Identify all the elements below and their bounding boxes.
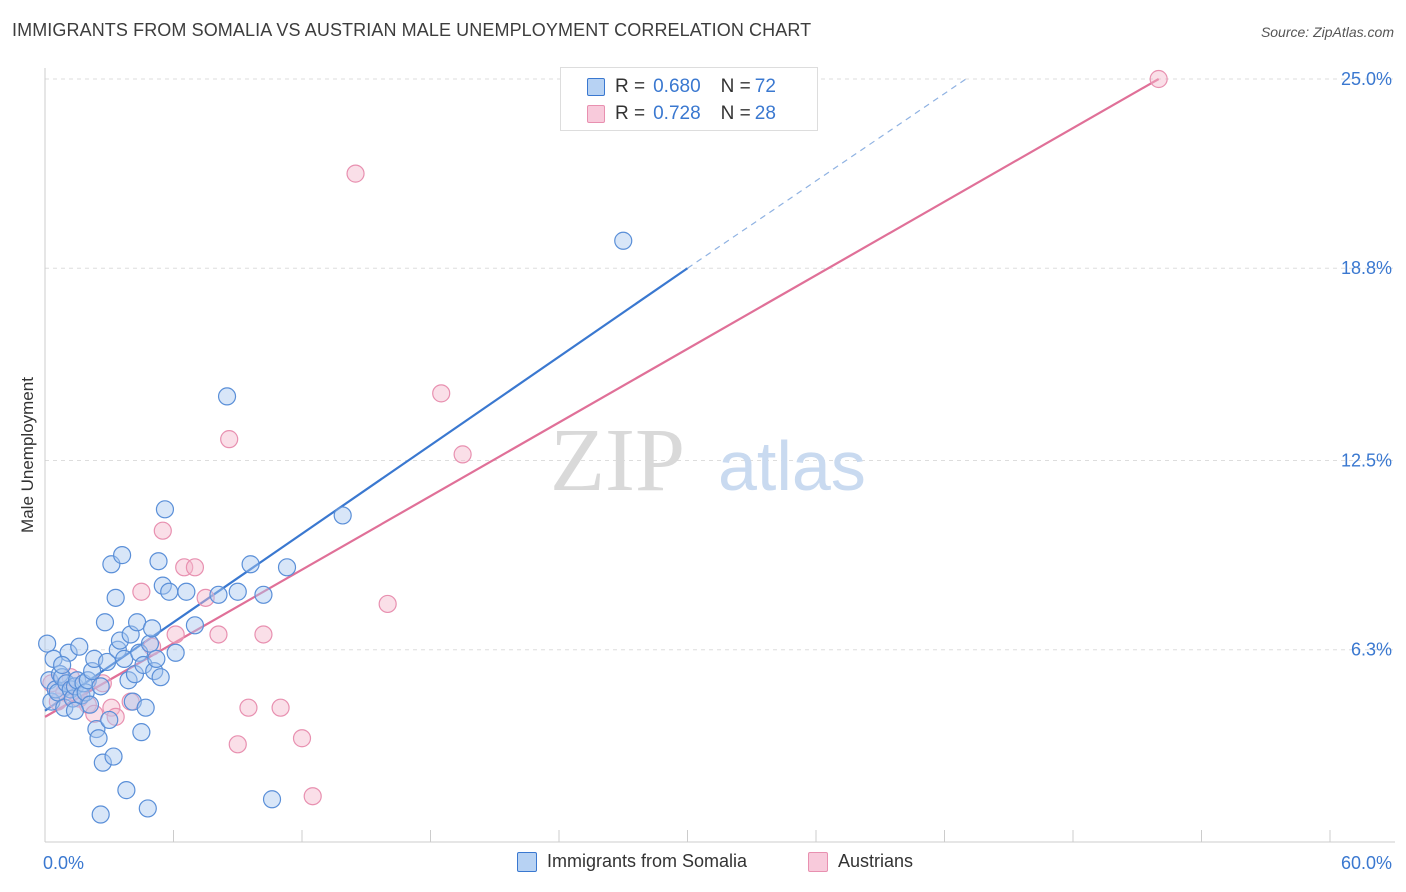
legend-label-austrians: Austrians	[838, 851, 914, 871]
y-tick-label: 6.3%	[1351, 640, 1392, 660]
point-somalia	[142, 619, 162, 638]
x-tick-min: 0.0%	[43, 853, 85, 873]
stats-legend: R = 0.680 N = 72 R = 0.728 N = 28	[560, 67, 818, 131]
point-somalia	[241, 555, 260, 574]
point-austrians	[166, 625, 185, 644]
trend-lines	[44, 78, 1160, 718]
trend-line-somalia-extension	[687, 78, 967, 269]
y-tick-label: 12.5%	[1341, 451, 1392, 471]
watermark-atlas: atlas	[718, 427, 866, 505]
point-somalia	[185, 616, 205, 635]
point-somalia	[91, 677, 110, 696]
point-austrians	[239, 698, 258, 717]
r-label: R =	[615, 103, 646, 124]
point-austrians	[432, 384, 451, 403]
point-austrians	[185, 558, 205, 577]
point-somalia	[117, 781, 136, 800]
point-somalia	[100, 710, 119, 730]
x-tick-max: 60.0%	[1340, 853, 1392, 873]
stats-row-somalia: R = 0.680 N = 72	[587, 74, 776, 100]
tick-labels: 6.3% 12.5% 18.8% 25.0%	[1341, 69, 1392, 660]
point-somalia	[53, 655, 72, 675]
point-austrians	[271, 698, 290, 717]
n-value: 28	[754, 103, 776, 124]
legend-item-austrians[interactable]: Austrians	[808, 851, 913, 872]
point-somalia	[138, 799, 157, 818]
point-austrians	[1149, 69, 1168, 89]
point-somalia	[89, 729, 108, 748]
trend-line-austrians	[44, 78, 1160, 718]
point-somalia	[110, 631, 130, 650]
point-somalia	[155, 500, 175, 519]
point-somalia	[333, 506, 352, 525]
point-somalia	[151, 668, 170, 687]
point-austrians	[228, 735, 247, 754]
point-somalia	[147, 649, 166, 668]
point-somalia	[38, 634, 57, 653]
y-tick-label: 18.8%	[1341, 258, 1392, 278]
point-somalia	[65, 701, 85, 720]
point-somalia	[98, 652, 117, 672]
r-label: R =	[615, 76, 646, 97]
point-austrians	[303, 787, 322, 806]
axes	[44, 68, 1395, 843]
y-tick-label: 25.0%	[1341, 69, 1392, 89]
legend-swatch-somalia	[517, 851, 537, 872]
point-austrians	[209, 625, 228, 644]
point-somalia	[228, 582, 247, 601]
point-somalia	[112, 546, 132, 565]
point-austrians	[378, 594, 397, 614]
point-austrians	[153, 521, 172, 540]
point-somalia	[614, 231, 633, 250]
point-somalia	[136, 698, 155, 717]
point-somalia	[262, 790, 282, 809]
point-somalia	[217, 387, 237, 406]
r-value: 0.728	[653, 103, 701, 124]
point-somalia	[277, 558, 297, 577]
point-somalia	[254, 585, 273, 604]
point-austrians	[93, 674, 112, 693]
legend-label-somalia: Immigrants from Somalia	[547, 851, 748, 871]
chart-title: IMMIGRANTS FROM SOMALIA VS AUSTRIAN MALE…	[12, 20, 812, 40]
somalia-swatch	[587, 78, 605, 96]
point-austrians	[346, 164, 365, 183]
point-somalia	[106, 588, 125, 607]
watermark-zip: ZIP	[550, 411, 685, 510]
data-points	[38, 69, 1168, 824]
point-somalia	[91, 805, 110, 824]
point-somalia	[93, 753, 112, 772]
point-somalia	[70, 637, 89, 656]
point-somalia	[209, 585, 228, 604]
watermark: ZIP atlas	[550, 411, 866, 510]
point-somalia	[160, 582, 179, 601]
legend-swatch-austrians	[808, 851, 828, 872]
point-somalia	[95, 613, 115, 632]
austrians-swatch	[587, 105, 605, 123]
point-austrians	[254, 625, 273, 644]
n-label: N =	[720, 103, 751, 124]
point-somalia	[149, 552, 168, 571]
point-austrians	[132, 582, 151, 601]
point-somalia	[166, 643, 185, 662]
r-value: 0.680	[653, 76, 701, 97]
point-austrians	[220, 430, 239, 449]
stats-row-austrians: R = 0.728 N = 28	[587, 101, 776, 127]
legend-item-somalia[interactable]: Immigrants from Somalia	[517, 851, 747, 872]
n-value: 72	[754, 76, 776, 97]
n-label: N =	[720, 76, 751, 97]
point-somalia	[177, 582, 196, 601]
point-austrians	[292, 729, 312, 748]
point-austrians	[175, 558, 194, 577]
point-somalia	[132, 723, 151, 742]
source-label: Source: ZipAtlas.com	[1260, 24, 1394, 40]
point-austrians	[453, 445, 472, 464]
point-somalia	[140, 634, 160, 653]
point-somalia	[104, 747, 123, 766]
